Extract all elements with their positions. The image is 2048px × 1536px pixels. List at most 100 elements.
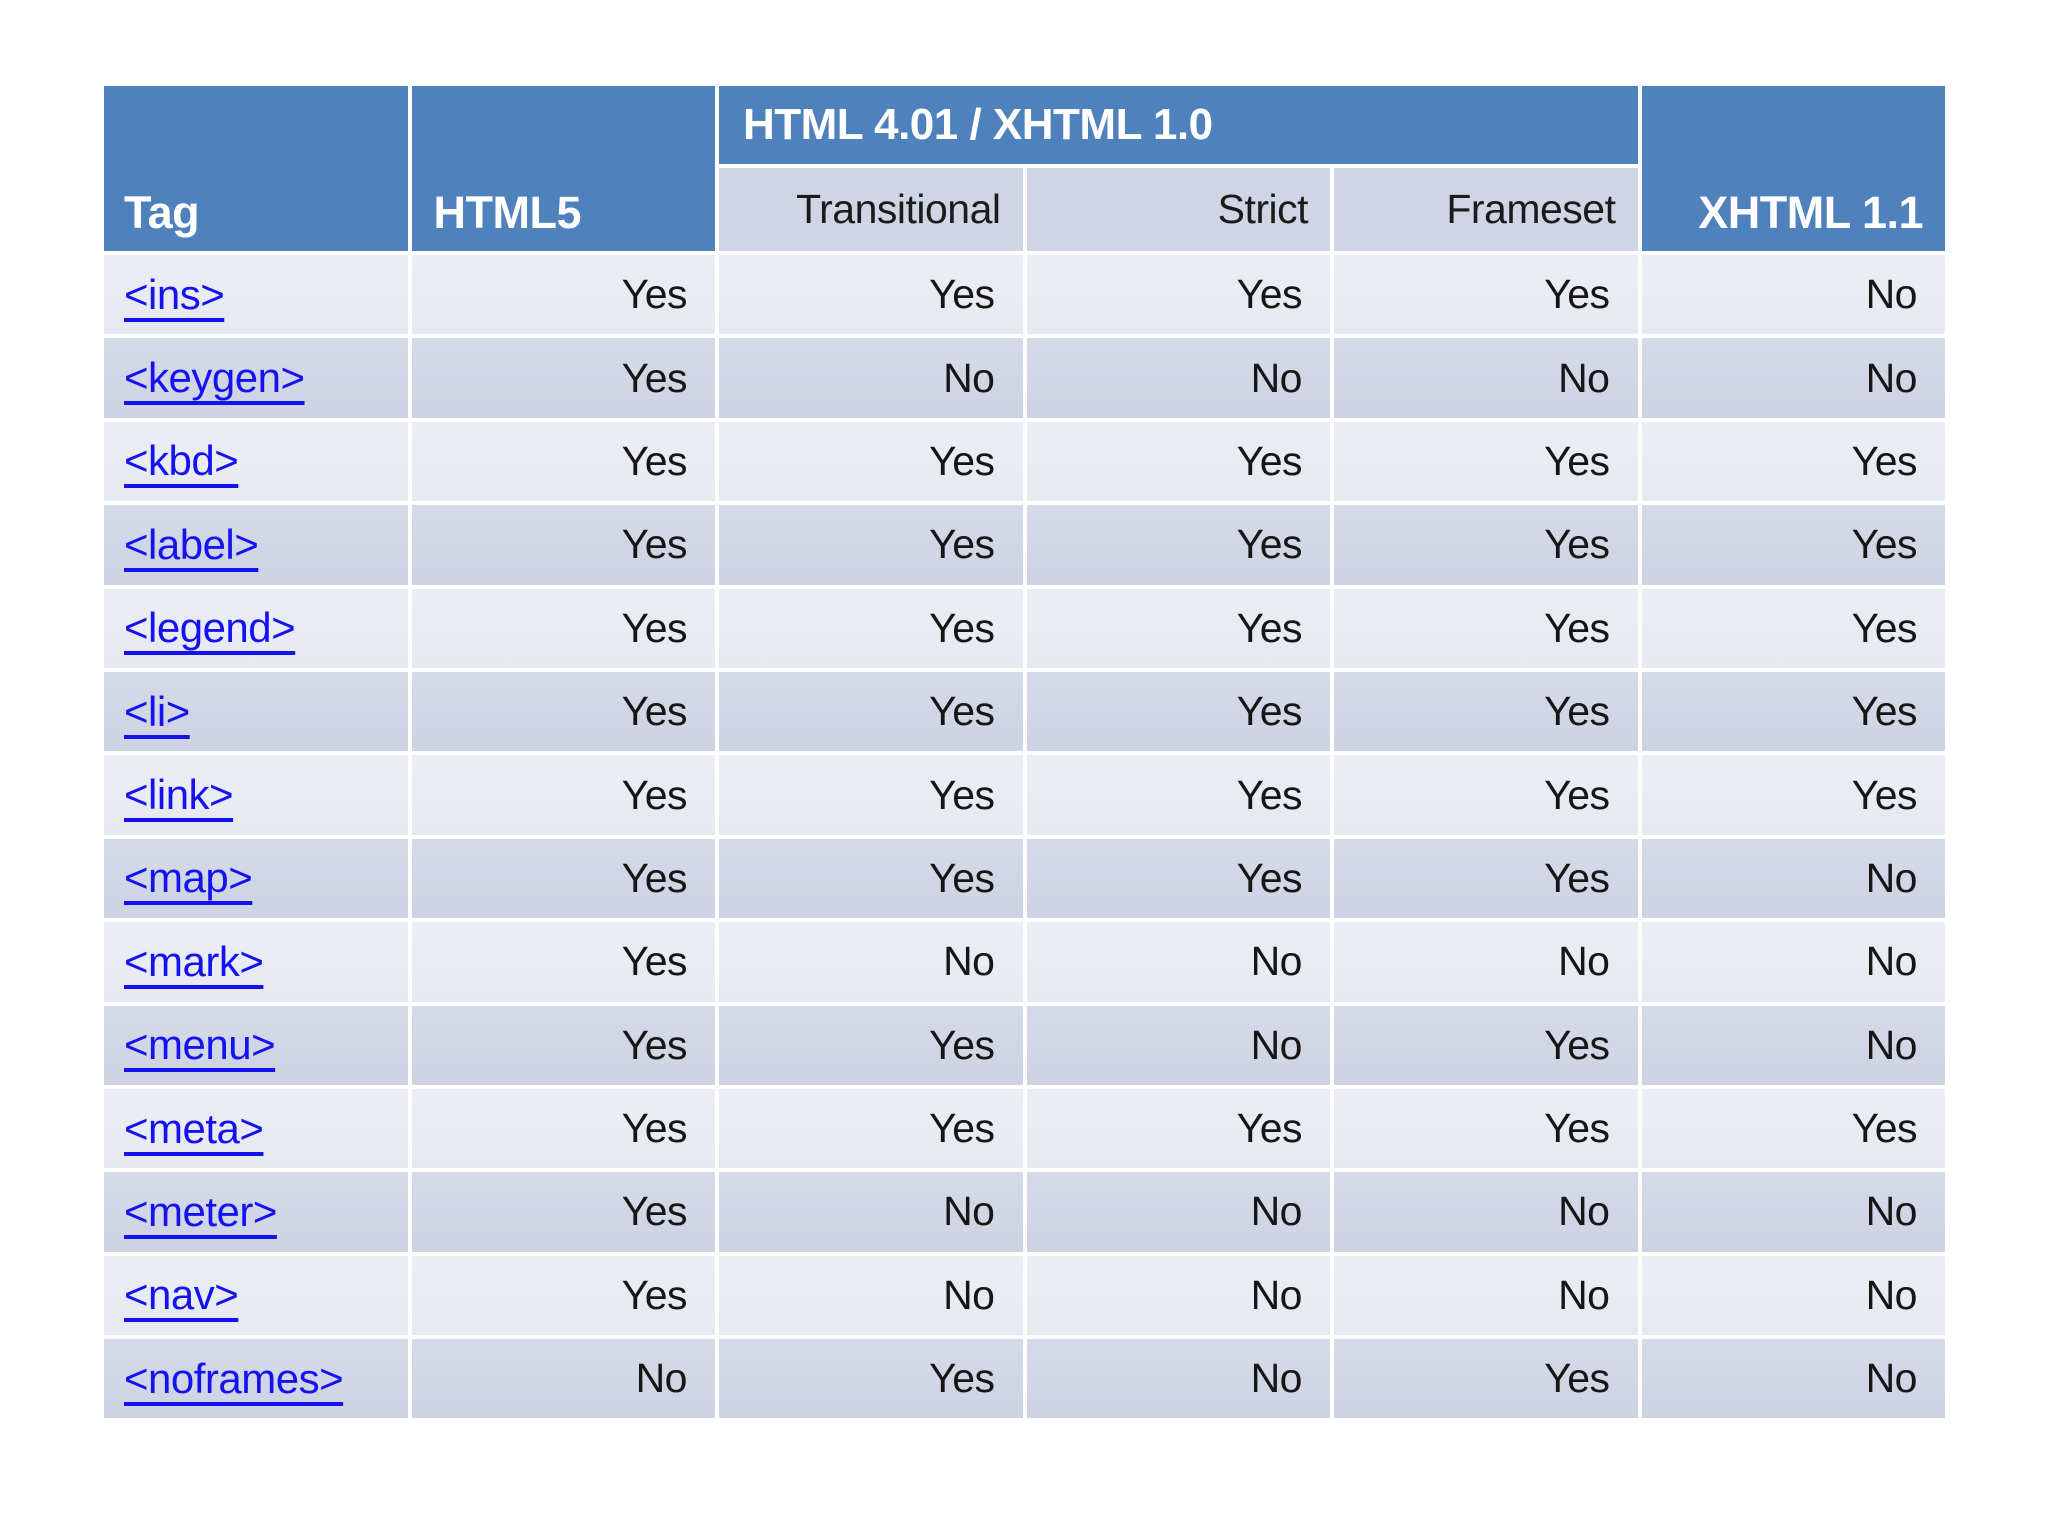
tag-link[interactable]: <meta> <box>124 1104 264 1152</box>
table-row-frameset-cell: Yes <box>1334 255 1638 335</box>
table-row-html5-cell: Yes <box>411 838 715 919</box>
table-row-frameset-cell: No <box>1334 922 1638 1002</box>
table-row-html5-cell: Yes <box>411 1088 715 1169</box>
table-row-tag-cell: <li> <box>104 671 408 752</box>
table-row-strict-cell: Yes <box>1026 255 1330 335</box>
table-row-xhtml11-cell: No <box>1641 1005 1945 1085</box>
table-row-html5-cell: Yes <box>411 1005 715 1085</box>
table-row-xhtml11-cell: No <box>1641 338 1945 418</box>
tag-link[interactable]: <kbd> <box>124 437 239 485</box>
table-row-transitional-cell: No <box>719 1172 1023 1252</box>
table-row-transitional-cell: Yes <box>719 505 1023 585</box>
table-row-transitional-cell: Yes <box>719 838 1023 919</box>
table-row-frameset-cell: Yes <box>1334 1088 1638 1169</box>
col-subheader-strict: Strict <box>1026 168 1330 251</box>
table-row-strict-cell: Yes <box>1026 838 1330 919</box>
table-row-strict-cell: Yes <box>1026 671 1330 752</box>
table-row-transitional-cell: Yes <box>719 1339 1023 1419</box>
table-row-html5-cell: Yes <box>411 755 715 835</box>
table-row-tag-cell: <menu> <box>104 1005 408 1085</box>
table-row-transitional-cell: No <box>719 1255 1023 1336</box>
table-row-frameset-cell: No <box>1334 1255 1638 1336</box>
table-row-frameset-cell: Yes <box>1334 588 1638 668</box>
table-row-frameset-cell: Yes <box>1334 671 1638 752</box>
table-row-tag-cell: <kbd> <box>104 421 408 502</box>
table-row-strict-cell: No <box>1026 1172 1330 1252</box>
table-row-html5-cell: Yes <box>411 505 715 585</box>
table-row-frameset-cell: No <box>1334 338 1638 418</box>
table-row-xhtml11-cell: Yes <box>1641 588 1945 668</box>
table-row-html5-cell: No <box>411 1339 715 1419</box>
table-row-transitional-cell: Yes <box>719 255 1023 335</box>
table-row-xhtml11-cell: No <box>1641 1172 1945 1252</box>
col-header-tag: Tag <box>104 86 408 251</box>
table-row-html5-cell: Yes <box>411 255 715 335</box>
table-row-tag-cell: <nav> <box>104 1255 408 1336</box>
table-row-tag-cell: <mark> <box>104 922 408 1002</box>
tag-link[interactable]: <label> <box>124 520 259 568</box>
table-row-xhtml11-cell: No <box>1641 838 1945 919</box>
table-row-strict-cell: No <box>1026 922 1330 1002</box>
table-row-strict-cell: No <box>1026 1255 1330 1336</box>
table-row-html5-cell: Yes <box>411 1255 715 1336</box>
table-row-html5-cell: Yes <box>411 338 715 418</box>
table-row-xhtml11-cell: No <box>1641 1339 1945 1419</box>
table-row-xhtml11-cell: Yes <box>1641 505 1945 585</box>
tag-link[interactable]: <li> <box>124 687 190 735</box>
tag-link[interactable]: <noframes> <box>124 1354 344 1402</box>
table-row-frameset-cell: Yes <box>1334 838 1638 919</box>
table-row-transitional-cell: No <box>719 338 1023 418</box>
table-row-tag-cell: <label> <box>104 505 408 585</box>
tag-link[interactable]: <link> <box>124 771 234 819</box>
tag-link[interactable]: <ins> <box>124 270 225 318</box>
table-row-tag-cell: <legend> <box>104 588 408 668</box>
table-row-transitional-cell: Yes <box>719 421 1023 502</box>
table-row-strict-cell: No <box>1026 1339 1330 1419</box>
tag-link[interactable]: <meter> <box>124 1187 277 1235</box>
tag-link[interactable]: <keygen> <box>124 354 305 402</box>
table-row-transitional-cell: Yes <box>719 671 1023 752</box>
tag-link[interactable]: <map> <box>124 854 253 902</box>
table-row-html5-cell: Yes <box>411 1172 715 1252</box>
table-row-strict-cell: Yes <box>1026 421 1330 502</box>
table-row-frameset-cell: No <box>1334 1172 1638 1252</box>
table-row-tag-cell: <noframes> <box>104 1339 408 1419</box>
tag-link[interactable]: <nav> <box>124 1271 239 1319</box>
col-header-html5: HTML5 <box>411 86 715 251</box>
table-row-xhtml11-cell: No <box>1641 255 1945 335</box>
table-row-strict-cell: No <box>1026 338 1330 418</box>
table-row-strict-cell: Yes <box>1026 505 1330 585</box>
html-tag-compatibility-table: Tag HTML5 HTML 4.01 / XHTML 1.0 XHTML 1.… <box>104 86 1945 1419</box>
table-row-html5-cell: Yes <box>411 922 715 1002</box>
tag-link[interactable]: <legend> <box>124 604 296 652</box>
table-row-frameset-cell: Yes <box>1334 421 1638 502</box>
col-subheader-frameset: Frameset <box>1334 168 1638 251</box>
table-row-frameset-cell: Yes <box>1334 1005 1638 1085</box>
table-row-xhtml11-cell: Yes <box>1641 755 1945 835</box>
table-row-xhtml11-cell: Yes <box>1641 421 1945 502</box>
col-group-header-html401-xhtml10: HTML 4.01 / XHTML 1.0 <box>719 86 1638 164</box>
table-row-strict-cell: Yes <box>1026 588 1330 668</box>
table-row-tag-cell: <meta> <box>104 1088 408 1169</box>
table-row-transitional-cell: Yes <box>719 755 1023 835</box>
col-header-xhtml11: XHTML 1.1 <box>1641 86 1945 251</box>
table-row-xhtml11-cell: Yes <box>1641 671 1945 752</box>
table-row-transitional-cell: No <box>719 922 1023 1002</box>
table-row-frameset-cell: Yes <box>1334 505 1638 585</box>
table-row-frameset-cell: Yes <box>1334 1339 1638 1419</box>
table-row-transitional-cell: Yes <box>719 588 1023 668</box>
tag-link[interactable]: <menu> <box>124 1021 276 1069</box>
table-row-tag-cell: <keygen> <box>104 338 408 418</box>
table-row-strict-cell: Yes <box>1026 1088 1330 1169</box>
table-row-tag-cell: <link> <box>104 755 408 835</box>
table-row-transitional-cell: Yes <box>719 1005 1023 1085</box>
table-row-strict-cell: No <box>1026 1005 1330 1085</box>
table-row-tag-cell: <map> <box>104 838 408 919</box>
tag-link[interactable]: <mark> <box>124 937 264 985</box>
table-row-transitional-cell: Yes <box>719 1088 1023 1169</box>
col-subheader-transitional: Transitional <box>719 168 1023 251</box>
table-row-strict-cell: Yes <box>1026 755 1330 835</box>
table-row-xhtml11-cell: No <box>1641 1255 1945 1336</box>
table-row-html5-cell: Yes <box>411 588 715 668</box>
